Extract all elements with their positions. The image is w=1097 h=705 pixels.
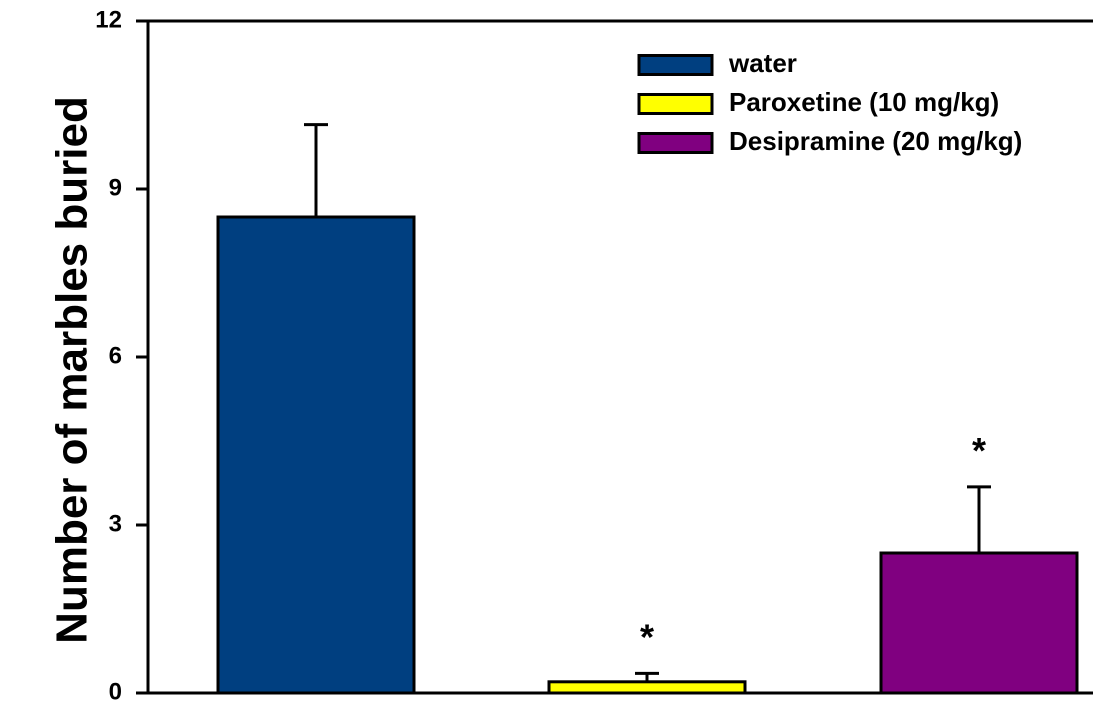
- legend-swatch-desipramine: [637, 132, 714, 154]
- legend-label-desipramine: Desipramine (20 mg/kg): [729, 126, 1022, 156]
- significance-marker-desipramine: *: [972, 430, 986, 471]
- bar-desipramine: [879, 551, 1079, 695]
- plot-area: * * 0 3 6 9 12: [95, 6, 1093, 705]
- legend-label-paroxetine: Paroxetine (10 mg/kg): [729, 87, 999, 117]
- significance-marker-paroxetine: *: [640, 616, 654, 657]
- y-tick-label: 12: [95, 6, 122, 33]
- y-axis-title: Number of marbles buried: [48, 96, 97, 644]
- legend: water Paroxetine (10 mg/kg) Desipramine (2…: [637, 48, 1022, 156]
- y-tick-label: 3: [109, 510, 122, 537]
- y-tick-label: 6: [109, 342, 122, 369]
- legend-swatch-water: [637, 54, 714, 76]
- y-tick-label: 9: [109, 174, 122, 201]
- y-tick-label: 0: [109, 678, 122, 705]
- legend-label-water: water: [728, 48, 797, 78]
- bar-water: [216, 215, 416, 695]
- y-axis-title-group: Number of marbles buried: [48, 96, 97, 644]
- bar-paroxetine: [547, 680, 747, 695]
- legend-swatch-paroxetine: [637, 93, 714, 115]
